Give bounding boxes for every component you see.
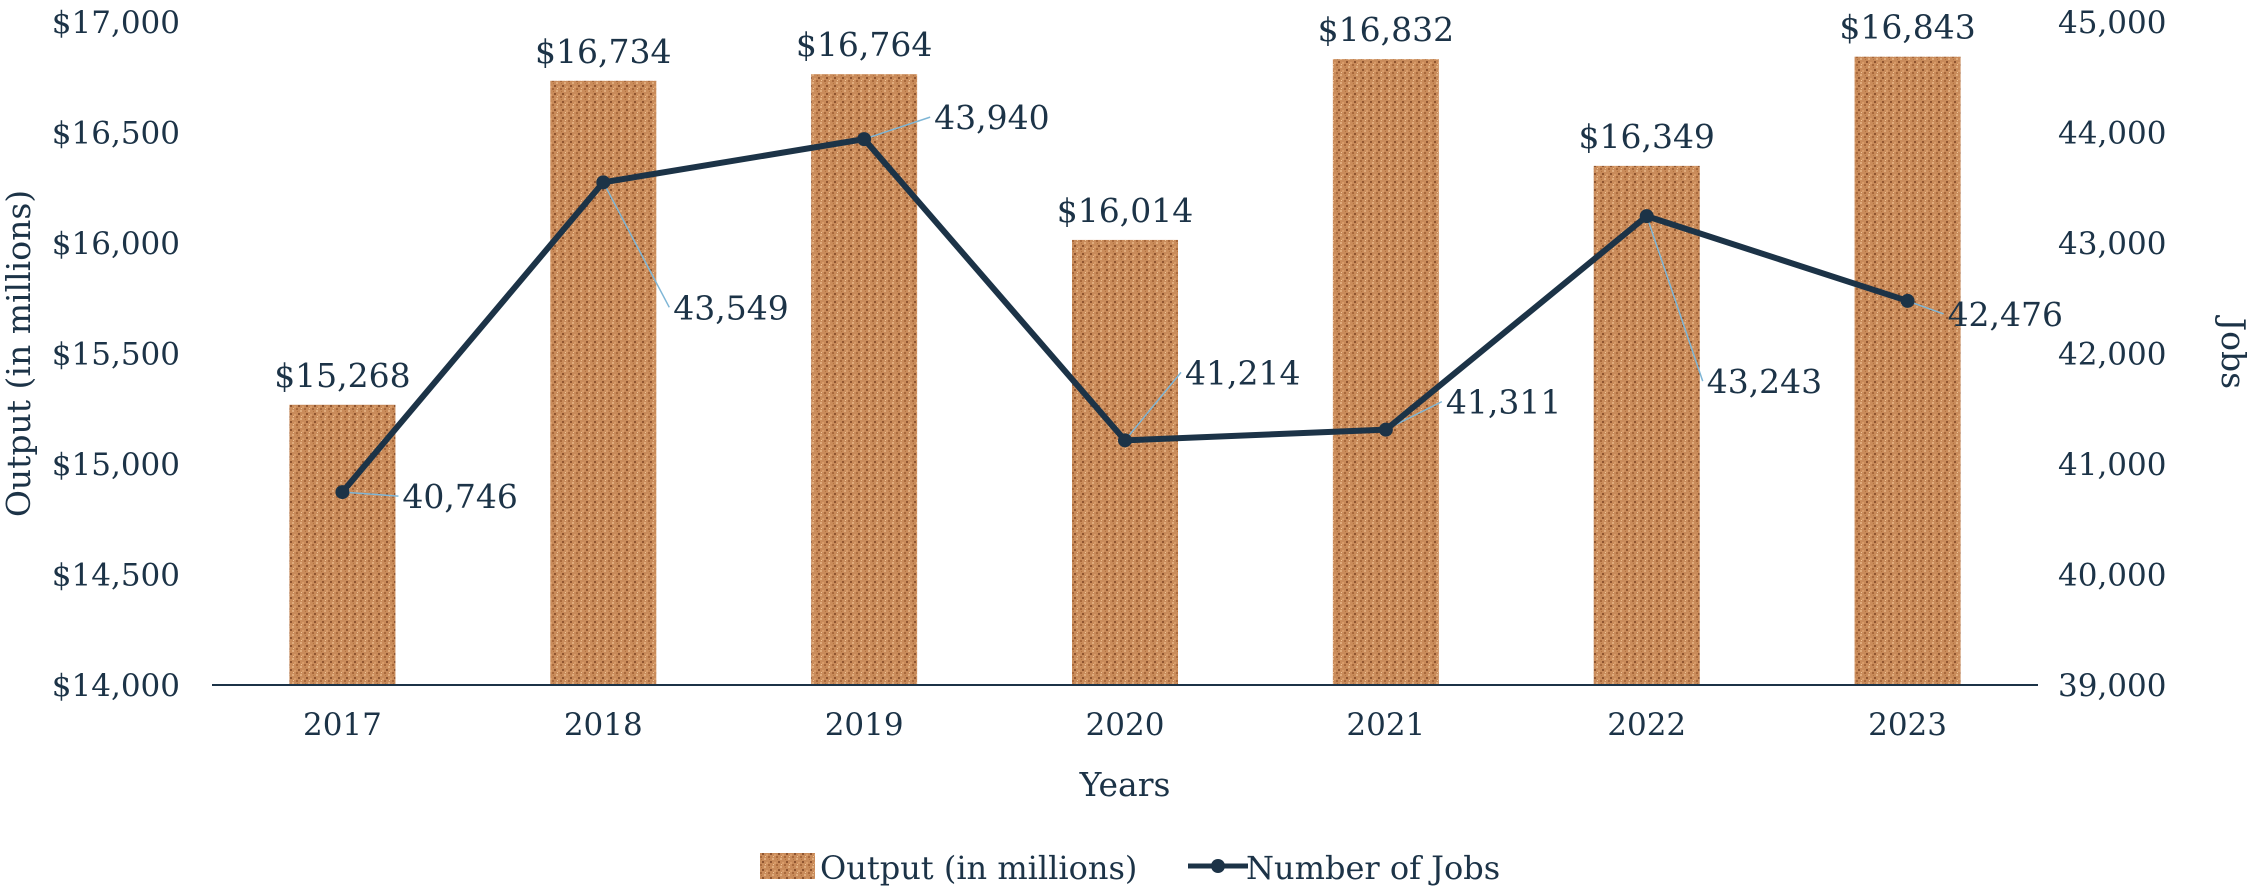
y-right-tick-label: 44,000	[2058, 116, 2166, 152]
y-left-tick-label: $15,000	[52, 447, 180, 483]
jobs-point-2017	[335, 485, 350, 500]
jobs-point-2019	[857, 132, 872, 147]
bar-2019	[811, 74, 918, 685]
jobs-point-2023	[1900, 293, 1915, 308]
bar-value-label: $16,734	[535, 32, 671, 71]
leader-line	[1124, 371, 1182, 441]
leader-line	[863, 116, 931, 140]
jobs-point-2022	[1639, 209, 1654, 224]
bar-value-label: $16,843	[1839, 8, 1975, 47]
y-left-tick-label: $17,000	[52, 5, 180, 41]
x-tick-label: 2023	[1868, 707, 1947, 743]
jobs-point-2020	[1118, 433, 1132, 448]
y-right-axis-title: Jobs	[2214, 315, 2247, 389]
y-left-tick-label: $14,000	[52, 668, 180, 704]
legend-line-label: Number of Jobs	[1246, 849, 1500, 887]
jobs-value-label: 43,243	[1707, 362, 1822, 401]
leader-line	[602, 181, 670, 308]
x-axis-title: Years	[1079, 765, 1171, 804]
bar-value-label: $15,268	[274, 356, 410, 395]
legend-bar-label: Output (in millions)	[820, 849, 1137, 887]
y-left-tick-label: $16,500	[52, 116, 180, 152]
jobs-value-label: 43,940	[934, 98, 1049, 137]
bar-value-label: $16,349	[1578, 117, 1714, 156]
x-tick-label: 2017	[303, 707, 382, 743]
y-right-tick-label: 43,000	[2058, 226, 2166, 262]
y-right-tick-label: 42,000	[2058, 337, 2166, 373]
bar-2018	[550, 80, 657, 685]
y-left-tick-label: $16,000	[52, 226, 180, 262]
y-left-tick-label: $15,500	[52, 337, 180, 373]
jobs-value-label: 43,549	[673, 288, 788, 327]
bar-2020	[1072, 239, 1178, 685]
jobs-point-2018	[596, 175, 611, 190]
y-right-tick-label: 39,000	[2058, 668, 2166, 704]
jobs-value-label: 42,476	[1948, 295, 2063, 334]
y-left-axis-title: Output (in millions)	[0, 190, 38, 517]
y-right-tick-label: 45,000	[2058, 5, 2166, 41]
bar-2023	[1854, 56, 1961, 685]
x-tick-label: 2022	[1607, 707, 1686, 743]
x-tick-label: 2021	[1346, 707, 1425, 743]
x-tick-label: 2020	[1086, 707, 1165, 743]
legend-bar-swatch	[760, 853, 815, 879]
jobs-value-label: 41,214	[1185, 353, 1300, 392]
jobs-value-label: 40,746	[402, 477, 517, 516]
y-right-tick-label: 41,000	[2058, 447, 2166, 483]
bar-2022	[1593, 165, 1700, 686]
bar-value-label: $16,014	[1057, 191, 1193, 230]
leader-line	[342, 491, 399, 497]
y-right-tick-label: 40,000	[2058, 558, 2166, 594]
bar-value-label: $16,832	[1318, 10, 1454, 49]
legend-line-marker	[1211, 859, 1225, 873]
x-tick-label: 2019	[825, 707, 904, 743]
jobs-value-label: 41,311	[1446, 383, 1561, 422]
x-tick-label: 2018	[564, 707, 643, 743]
y-left-tick-label: $14,500	[52, 558, 180, 594]
bar-value-label: $16,764	[796, 25, 932, 64]
bar-2021	[1332, 59, 1439, 686]
leader-line	[1646, 215, 1704, 382]
jobs-point-2021	[1378, 422, 1393, 437]
